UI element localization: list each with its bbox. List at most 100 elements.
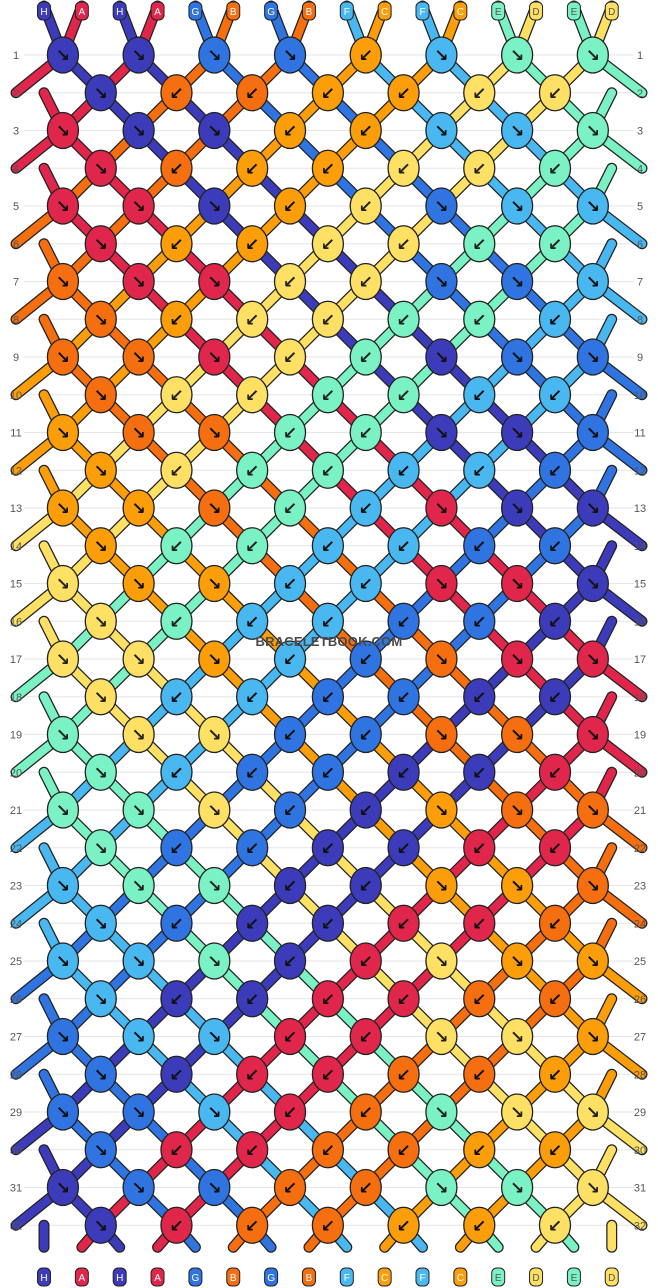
knot-arrow: ↘ bbox=[94, 763, 108, 783]
knot-arrow: ↘ bbox=[94, 84, 108, 104]
knot-arrow: ↘ bbox=[586, 424, 600, 444]
knot: ↘ bbox=[198, 489, 231, 527]
row-number-right: 22 bbox=[634, 843, 646, 855]
row-number-left: 4 bbox=[13, 163, 19, 175]
string-label-top: B bbox=[226, 1, 241, 21]
knot-oval bbox=[538, 149, 572, 187]
knot: ↙ bbox=[349, 489, 382, 527]
knot-arrow: ↙ bbox=[321, 1141, 335, 1161]
knot-arrow: ↘ bbox=[586, 1028, 600, 1048]
string-letter: B bbox=[230, 7, 237, 18]
knot: ↘ bbox=[122, 262, 155, 301]
row-number-left: 14 bbox=[10, 541, 22, 553]
knot: ↘ bbox=[46, 1168, 80, 1207]
knot-oval bbox=[273, 942, 307, 980]
knot: ↘ bbox=[46, 338, 80, 376]
knot-arrow: ↘ bbox=[132, 1103, 146, 1123]
knot-arrow: ↘ bbox=[132, 952, 146, 972]
knot-oval bbox=[198, 413, 231, 452]
knot-oval bbox=[349, 489, 382, 527]
knot-arrow: ↘ bbox=[207, 877, 221, 897]
knot-oval bbox=[311, 904, 345, 942]
knot: ↘ bbox=[425, 187, 458, 225]
string-letter: D bbox=[532, 1273, 539, 1284]
knot: ↙ bbox=[273, 111, 307, 150]
knot-arrow: ↙ bbox=[245, 461, 259, 481]
knot-oval bbox=[160, 74, 193, 112]
string-letter: A bbox=[154, 7, 161, 18]
knot-arrow: ↙ bbox=[472, 84, 486, 104]
knot: ↙ bbox=[273, 338, 307, 376]
knot-arrow: ↙ bbox=[169, 763, 183, 783]
string-tab bbox=[188, 1, 203, 21]
knot-arrow: ↘ bbox=[56, 726, 70, 746]
string-tab bbox=[566, 1, 581, 21]
knot-arrow: ↘ bbox=[94, 914, 108, 934]
knot: ↙ bbox=[538, 1055, 572, 1093]
knot-arrow: ↘ bbox=[207, 46, 221, 66]
row-number-left: 17 bbox=[10, 654, 22, 666]
knot-arrow: ↙ bbox=[283, 273, 297, 293]
knot-oval bbox=[46, 564, 80, 603]
knot: ↙ bbox=[311, 451, 345, 489]
knot: ↘ bbox=[500, 1093, 534, 1131]
knot-arrow: ↙ bbox=[359, 1103, 373, 1123]
knot-oval bbox=[46, 262, 80, 301]
knot-oval bbox=[160, 1206, 193, 1244]
knot: ↙ bbox=[349, 1017, 382, 1056]
knot: ↘ bbox=[425, 1093, 458, 1131]
knot: ↘ bbox=[425, 942, 458, 980]
knot-oval bbox=[349, 36, 382, 74]
string-letter: G bbox=[192, 7, 200, 18]
knot-oval bbox=[198, 866, 231, 905]
knot: ↘ bbox=[425, 36, 458, 74]
knot: ↙ bbox=[387, 527, 420, 565]
knot-oval bbox=[46, 715, 80, 754]
knot-arrow: ↘ bbox=[510, 273, 524, 293]
knot-arrow: ↙ bbox=[169, 612, 183, 632]
knot: ↙ bbox=[463, 980, 496, 1018]
knot-oval bbox=[198, 262, 231, 301]
string-tab bbox=[415, 1267, 430, 1287]
knot-arrow: ↙ bbox=[396, 612, 410, 632]
knot-arrow: ↙ bbox=[359, 726, 373, 746]
knot-arrow: ↘ bbox=[586, 122, 600, 142]
knot-oval bbox=[84, 527, 117, 565]
knot-arrow: ↘ bbox=[56, 424, 70, 444]
knot: ↙ bbox=[236, 376, 269, 414]
knot: ↙ bbox=[387, 678, 420, 716]
string-tab bbox=[339, 1267, 354, 1287]
knot-arrow: ↘ bbox=[434, 348, 448, 368]
knot: ↙ bbox=[311, 527, 345, 565]
knot: ↘ bbox=[198, 715, 231, 754]
knot-arrow: ↘ bbox=[207, 499, 221, 519]
knot: ↙ bbox=[160, 1206, 193, 1244]
knot: ↙ bbox=[538, 527, 572, 565]
string-label-top: A bbox=[150, 1, 165, 21]
knot: ↘ bbox=[273, 36, 307, 74]
knot: ↙ bbox=[387, 225, 420, 263]
knot-arrow: ↘ bbox=[132, 499, 146, 519]
knot-oval bbox=[425, 338, 458, 376]
row-number-left: 12 bbox=[10, 465, 22, 477]
knot: ↙ bbox=[311, 678, 345, 716]
string-label-top: E bbox=[491, 1, 506, 21]
string-label-bottom: G bbox=[188, 1267, 203, 1287]
string-letter: D bbox=[608, 1273, 615, 1284]
knot-oval bbox=[387, 451, 420, 489]
knot-oval bbox=[463, 74, 496, 112]
knot: ↙ bbox=[160, 829, 193, 867]
knot-oval bbox=[387, 376, 420, 414]
knot-arrow: ↘ bbox=[510, 726, 524, 746]
row-number-left: 24 bbox=[10, 918, 22, 930]
knot: ↘ bbox=[46, 715, 80, 754]
knot: ↘ bbox=[576, 942, 609, 980]
knot-oval bbox=[122, 1093, 155, 1131]
knot: ↙ bbox=[387, 1055, 420, 1093]
knot-arrow: ↘ bbox=[94, 537, 108, 557]
knot-arrow: ↙ bbox=[548, 461, 562, 481]
knot-oval bbox=[500, 111, 534, 150]
knot: ↙ bbox=[311, 904, 345, 942]
knot-arrow: ↘ bbox=[207, 348, 221, 368]
